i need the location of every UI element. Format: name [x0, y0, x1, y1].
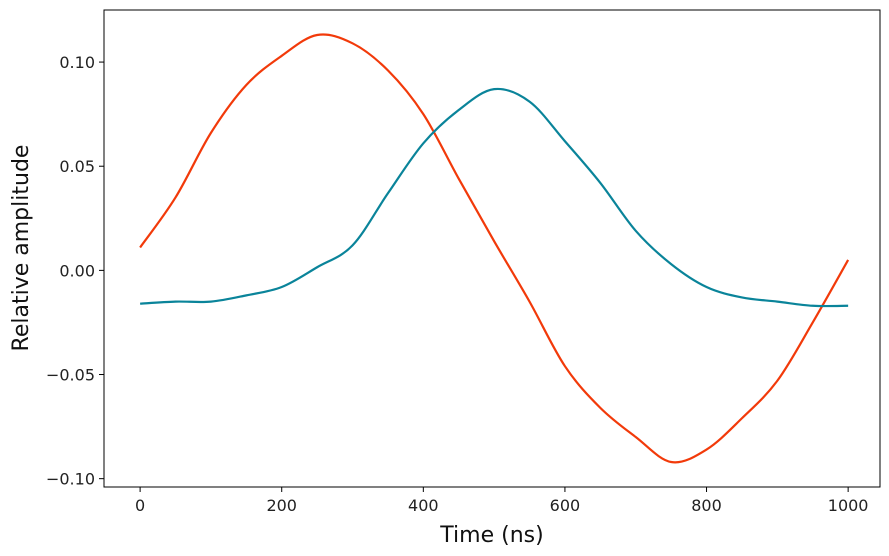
x-axis: 0 200 400 600 800 1000 — [135, 487, 868, 515]
plot-area — [103, 9, 881, 488]
series-layer — [139, 33, 850, 464]
x-tick-label: 1000 — [828, 496, 869, 515]
x-axis-label: Time (ns) — [439, 523, 543, 548]
y-tick-label: −0.05 — [46, 366, 95, 385]
x-tick-label: 600 — [550, 496, 581, 515]
y-tick-label: −0.10 — [46, 470, 95, 489]
y-tick-label: 0.10 — [59, 53, 95, 72]
y-tick-label: 0.00 — [59, 261, 95, 280]
x-tick-label: 200 — [266, 496, 297, 515]
series-line-1 — [139, 33, 850, 464]
x-tick-label: 0 — [135, 496, 145, 515]
x-tick-label: 800 — [691, 496, 722, 515]
x-tick-label: 400 — [408, 496, 439, 515]
y-axis-label: Relative amplitude — [9, 145, 34, 352]
y-axis: 0.10 0.05 0.00 −0.05 −0.10 — [46, 53, 104, 489]
y-tick-label: 0.05 — [59, 157, 95, 176]
